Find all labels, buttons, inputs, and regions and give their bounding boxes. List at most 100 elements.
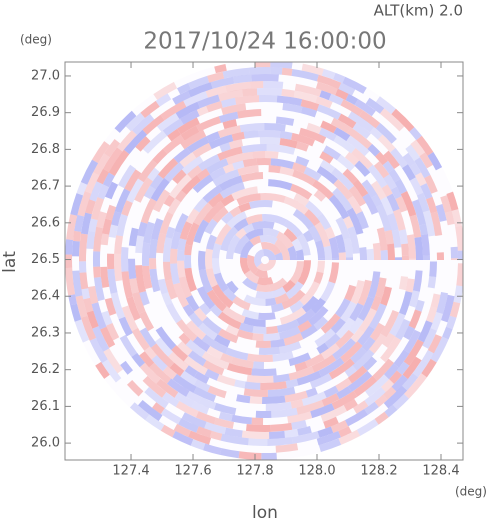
radar-cell — [132, 291, 146, 314]
radar-cell — [260, 241, 282, 256]
radar-cell — [353, 400, 369, 414]
radar-cell — [318, 258, 326, 260]
radar-cell — [381, 184, 393, 197]
radar-cell — [243, 294, 266, 307]
radar-cell — [427, 152, 443, 171]
radar-cell — [274, 293, 290, 305]
radar-cell — [172, 169, 187, 184]
radar-cell — [297, 233, 311, 256]
radar-cell — [356, 211, 369, 230]
radar-cell — [145, 414, 165, 431]
radar-cell — [226, 234, 241, 260]
radar-cell — [244, 381, 261, 390]
radar-cell — [188, 312, 204, 328]
radar-cell — [184, 244, 193, 256]
radar-cell — [318, 438, 342, 452]
radar-cell — [398, 276, 408, 291]
radar-cell — [389, 312, 406, 337]
radar-cell — [180, 370, 198, 386]
radar-cell — [317, 213, 332, 230]
radar-cell — [105, 181, 119, 200]
radar-cell — [292, 169, 316, 186]
radar-cell — [279, 138, 298, 149]
radar-cell — [104, 139, 121, 158]
radar-cell — [319, 151, 334, 164]
radar-cell — [248, 67, 271, 75]
radar-cell — [340, 99, 363, 117]
radar-cell — [176, 319, 198, 342]
radar-cell — [384, 229, 394, 245]
radar-cell — [350, 328, 365, 343]
radar-cell — [332, 338, 356, 361]
radar-cell — [152, 189, 171, 213]
radar-cell — [237, 109, 262, 119]
radar-cell — [237, 165, 259, 176]
radar-cell — [328, 93, 344, 106]
radar-cell — [279, 130, 293, 140]
radar-cell — [86, 230, 96, 249]
radar-cell — [372, 358, 394, 381]
radar-cell — [170, 248, 178, 264]
radar-cell — [76, 182, 88, 196]
radar-cell — [205, 85, 227, 98]
y-unit: (deg) — [20, 33, 52, 47]
radar-cell — [358, 308, 377, 333]
radar-cell — [131, 352, 145, 368]
radar-cell — [114, 110, 137, 133]
radar-cell — [240, 172, 264, 183]
radar-cell — [449, 301, 461, 318]
radar-cell — [259, 234, 278, 245]
radar-cell — [441, 294, 455, 323]
radar-cell — [142, 130, 168, 154]
radar-cell — [226, 280, 239, 294]
radar-cell — [316, 260, 325, 273]
radar-cell — [218, 175, 243, 191]
radar-cell — [305, 200, 323, 218]
radar-cell — [206, 289, 227, 312]
radar-cell — [442, 326, 453, 340]
radar-cell — [201, 334, 229, 354]
radar-cell — [269, 277, 288, 292]
radar-cell — [377, 134, 396, 153]
radar-cell — [259, 136, 281, 145]
radar-cell — [221, 211, 234, 224]
radar-cell — [316, 431, 341, 446]
radar-cell — [184, 254, 192, 269]
radar-cell — [367, 143, 381, 157]
radar-cell — [209, 304, 223, 317]
radar-cell — [416, 192, 430, 213]
radar-cell — [256, 157, 272, 166]
radar-cell — [127, 380, 144, 397]
radar-cell — [375, 151, 388, 166]
radar-cell — [196, 426, 212, 438]
radar-cell — [226, 151, 253, 165]
radar-cell — [295, 141, 309, 152]
radar-cell — [389, 370, 403, 384]
radar-cell — [419, 152, 433, 169]
radar-cell — [323, 145, 341, 161]
radar-cell — [165, 226, 176, 239]
radar-cell — [457, 250, 463, 260]
radar-cell — [382, 332, 396, 348]
radar-cell — [282, 103, 303, 114]
radar-cell — [203, 200, 225, 224]
radar-cell — [243, 388, 268, 398]
radar-cell — [218, 411, 233, 422]
radar-cell — [293, 193, 310, 207]
x-tick-label: 127.4 — [112, 464, 149, 479]
radar-cell — [284, 429, 299, 438]
radar-cell — [255, 291, 274, 300]
radar-cell — [384, 363, 400, 380]
radar-cell — [294, 83, 322, 97]
radar-cell — [340, 341, 363, 363]
radar-cell — [301, 63, 324, 76]
radar-cell — [242, 223, 255, 234]
radar-cell — [335, 216, 351, 240]
radar-cell — [375, 96, 396, 115]
radar-cell — [113, 253, 123, 282]
radar-cell — [342, 76, 367, 94]
radar-cell — [227, 363, 253, 376]
radar-cell — [270, 338, 286, 348]
radar-cell — [313, 271, 324, 284]
radar-cell — [401, 243, 409, 256]
